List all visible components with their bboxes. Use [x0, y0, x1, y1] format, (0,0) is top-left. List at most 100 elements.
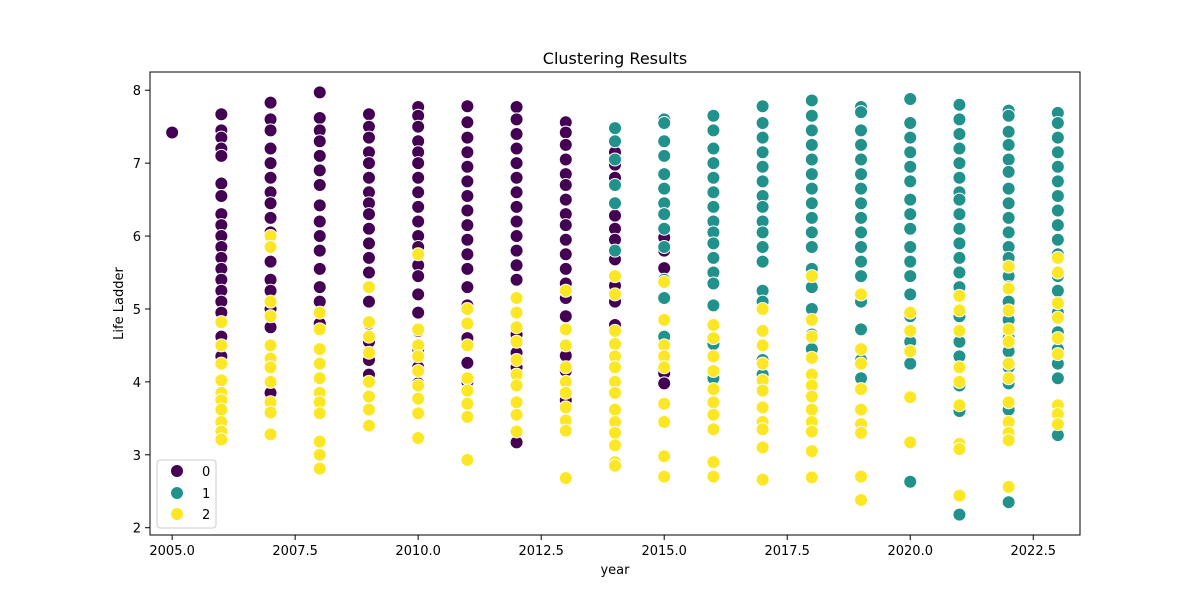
- cluster-2-point: [608, 323, 622, 338]
- cluster-0-point: [214, 176, 229, 191]
- cluster-2-point: [460, 383, 475, 398]
- cluster-1-point: [706, 250, 721, 265]
- cluster-2-point: [1050, 310, 1065, 325]
- cluster-2-point: [460, 371, 475, 386]
- cluster-1-point: [1001, 108, 1016, 123]
- cluster-2-point: [312, 461, 327, 476]
- cluster-1-point: [903, 356, 918, 371]
- cluster-2-point: [1050, 417, 1065, 432]
- cluster-1-point: [608, 134, 622, 149]
- cluster-2-point: [657, 396, 672, 411]
- cluster-1-point: [755, 145, 770, 160]
- cluster-2-point: [1001, 259, 1016, 274]
- cluster-0-point: [509, 272, 524, 287]
- cluster-1-point: [755, 254, 770, 269]
- cluster-0-point: [411, 214, 426, 229]
- cluster-1-point: [804, 181, 819, 196]
- cluster-1-point: [854, 269, 869, 284]
- cluster-2-point: [755, 323, 770, 338]
- legend-label-0: 0: [202, 465, 210, 480]
- cluster-2-point: [755, 472, 770, 487]
- cluster-2-point: [214, 402, 229, 417]
- cluster-2-point: [952, 398, 967, 413]
- cluster-1-point: [706, 276, 721, 291]
- y-tick-label: 8: [133, 84, 141, 99]
- x-tick-label: 2015.0: [641, 544, 687, 559]
- y-tick-label: 2: [133, 522, 141, 537]
- cluster-2-point: [1001, 356, 1016, 371]
- cluster-0-point: [509, 100, 524, 114]
- cluster-1-point: [903, 254, 918, 269]
- cluster-2-point: [558, 360, 573, 375]
- cluster-2-point: [854, 342, 869, 357]
- cluster-0-point: [460, 188, 475, 203]
- cluster-1-point: [1050, 159, 1065, 174]
- cluster-0-point: [361, 207, 376, 222]
- cluster-0-point: [214, 148, 229, 163]
- cluster-1-point: [804, 225, 819, 240]
- cluster-0-point: [657, 261, 672, 276]
- cluster-1-point: [903, 159, 918, 174]
- cluster-1-point: [755, 116, 770, 131]
- cluster-0-point: [558, 125, 573, 140]
- cluster-1-point: [608, 178, 622, 193]
- cluster-0-point: [460, 203, 475, 218]
- cluster-0-point: [411, 156, 426, 171]
- cluster-0-point: [509, 126, 524, 141]
- cluster-2-point: [755, 422, 770, 437]
- cluster-0-point: [460, 280, 475, 295]
- cluster-1-point: [854, 254, 869, 269]
- cluster-1-point: [755, 225, 770, 240]
- legend-label-1: 1: [202, 487, 210, 502]
- cluster-0-point: [558, 192, 573, 207]
- cluster-2-point: [706, 407, 721, 422]
- cluster-2-point: [312, 322, 327, 337]
- cluster-1-point: [854, 322, 869, 337]
- cluster-0-point: [411, 170, 426, 185]
- cluster-2-point: [460, 301, 475, 316]
- cluster-1-point: [952, 236, 967, 251]
- cluster-2-point: [361, 280, 376, 295]
- cluster-1-point: [854, 137, 869, 152]
- cluster-2-point: [608, 287, 622, 302]
- cluster-2-point: [854, 382, 869, 397]
- cluster-0-point: [312, 148, 327, 163]
- legend-marker-0: [170, 464, 184, 478]
- cluster-0-point: [411, 119, 426, 134]
- cluster-0-point: [558, 152, 573, 167]
- cluster-0-point: [263, 123, 278, 138]
- cluster-2-point: [214, 338, 229, 353]
- cluster-2-point: [657, 312, 672, 327]
- cluster-2-point: [214, 373, 229, 388]
- cluster-0-point: [361, 294, 376, 309]
- cluster-1-point: [903, 174, 918, 189]
- x-tick-label: 2022.5: [1011, 544, 1057, 559]
- cluster-0-point: [608, 208, 622, 223]
- cluster-0-point: [361, 250, 376, 265]
- cluster-1-point: [1001, 495, 1016, 510]
- cluster-2-point: [706, 382, 721, 397]
- cluster-1-point: [706, 123, 721, 138]
- cluster-2-point: [854, 493, 869, 507]
- cluster-1-point: [804, 239, 819, 254]
- cluster-1-point: [952, 207, 967, 222]
- cluster-2-point: [361, 329, 376, 344]
- cluster-0-point: [312, 163, 327, 178]
- cluster-1-point: [903, 207, 918, 222]
- cluster-2-point: [312, 305, 327, 320]
- x-tick-label: 2010.0: [395, 544, 441, 559]
- cluster-2-point: [952, 360, 967, 375]
- cluster-1-point: [657, 148, 672, 163]
- cluster-0-point: [263, 95, 278, 110]
- cluster-0-point: [460, 130, 475, 145]
- cluster-0-point: [558, 261, 573, 276]
- cluster-2-point: [312, 342, 327, 357]
- cluster-0-point: [312, 178, 327, 193]
- cluster-2-point: [361, 315, 376, 330]
- cluster-2-point: [1050, 265, 1065, 280]
- cluster-2-point: [1001, 334, 1016, 349]
- cluster-0-point: [312, 110, 327, 125]
- cluster-0-point: [361, 156, 376, 171]
- cluster-1-point: [706, 199, 721, 214]
